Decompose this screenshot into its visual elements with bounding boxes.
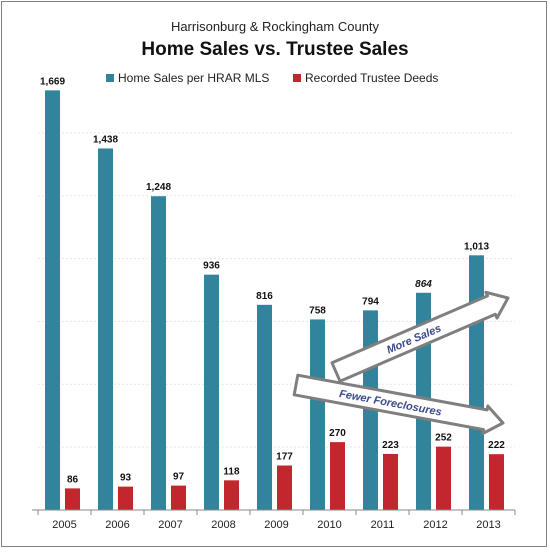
- bar-trustee-deeds: [383, 453, 398, 510]
- x-tick-label: 2008: [211, 519, 235, 531]
- bar-trustee-deeds: [436, 446, 451, 510]
- data-label-home-sales: 758: [309, 305, 326, 316]
- chart-subtitle: Harrisonburg & Rockingham County: [171, 19, 380, 34]
- bar-home-sales: [204, 274, 219, 510]
- bar-trustee-deeds: [489, 454, 504, 510]
- data-label-home-sales: 1,669: [40, 76, 65, 87]
- fewer-foreclosures-arrow-shape: [292, 373, 505, 435]
- x-tick-label: 2012: [423, 519, 447, 531]
- bar-trustee-deeds: [118, 486, 133, 510]
- legend-label-home-sales: Home Sales per HRAR MLS: [118, 71, 269, 85]
- bar-trustee-deeds: [277, 465, 292, 510]
- x-tick-label: 2006: [105, 519, 129, 531]
- data-label-home-sales: 864: [415, 279, 432, 290]
- x-tick-label: 2005: [52, 519, 76, 531]
- data-label-trustee-deeds: 270: [329, 428, 346, 439]
- x-tick-label: 2011: [371, 519, 395, 531]
- data-label-trustee-deeds: 223: [382, 440, 399, 451]
- more-sales-arrow: More Sales: [330, 290, 510, 383]
- legend-swatch-home-sales: [106, 74, 114, 82]
- bar-trustee-deeds: [171, 485, 186, 510]
- bar-home-sales: [257, 304, 272, 510]
- data-label-trustee-deeds: 93: [120, 473, 132, 484]
- chart-border: [1, 1, 547, 547]
- bar-home-sales: [98, 148, 113, 510]
- legend-swatch-trustee-deeds: [293, 74, 301, 82]
- bar-home-sales: [45, 90, 60, 510]
- legend-label-trustee-deeds: Recorded Trustee Deeds: [305, 71, 438, 85]
- bars: [45, 90, 504, 510]
- x-tick-label: 2010: [317, 519, 341, 531]
- bar-trustee-deeds: [224, 480, 239, 510]
- data-label-trustee-deeds: 222: [488, 440, 505, 451]
- x-axis: 2005 2006 2007 2008 2009 2010 2011 2012 2013: [32, 509, 516, 531]
- bar-trustee-deeds: [330, 442, 345, 510]
- data-label-trustee-deeds: 177: [276, 451, 293, 462]
- data-label-home-sales: 1,248: [146, 182, 171, 193]
- data-label-trustee-deeds: 118: [223, 466, 240, 477]
- bar-trustee-deeds: [65, 488, 80, 510]
- more-sales-arrow-shape: [330, 290, 510, 383]
- legend: Home Sales per HRAR MLS Recorded Trustee…: [106, 71, 438, 85]
- data-label-home-sales: 1,013: [464, 241, 489, 252]
- data-label-trustee-deeds: 86: [67, 474, 79, 485]
- x-tick-label: 2007: [158, 519, 182, 531]
- data-label-trustee-deeds: 252: [435, 433, 452, 444]
- data-labels: 1,669 86 1,438 93 1,248 97 936 118 816 177 758 270 7…: [40, 76, 505, 485]
- bar-home-sales: [310, 319, 325, 510]
- data-label-home-sales: 1,438: [93, 134, 118, 145]
- data-label-home-sales: 794: [362, 296, 379, 307]
- x-tick-label: 2009: [264, 519, 288, 531]
- x-tick-label: 2013: [476, 519, 500, 531]
- data-label-home-sales: 936: [203, 261, 220, 272]
- data-label-home-sales: 816: [256, 291, 273, 302]
- bar-home-sales: [151, 196, 166, 510]
- data-label-trustee-deeds: 97: [173, 472, 185, 483]
- chart-title: Home Sales vs. Trustee Sales: [141, 39, 408, 60]
